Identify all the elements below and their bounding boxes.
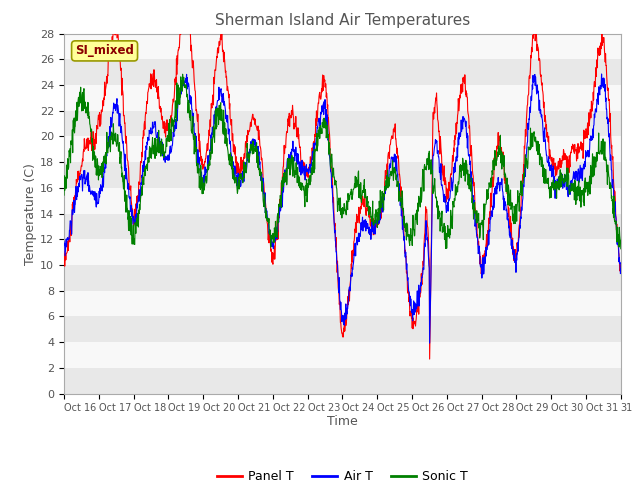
Bar	[64, 291, 621, 316]
Bar	[64, 188, 621, 214]
Bar	[64, 368, 621, 394]
Bar	[64, 34, 621, 60]
Title: Sherman Island Air Temperatures: Sherman Island Air Temperatures	[215, 13, 470, 28]
Bar	[64, 60, 621, 85]
Bar	[64, 342, 621, 368]
Legend: Panel T, Air T, Sonic T: Panel T, Air T, Sonic T	[212, 465, 473, 480]
Bar	[64, 111, 621, 136]
Bar	[64, 85, 621, 111]
Bar	[64, 214, 621, 240]
Text: SI_mixed: SI_mixed	[75, 44, 134, 58]
X-axis label: Time: Time	[327, 415, 358, 428]
Bar	[64, 316, 621, 342]
Bar	[64, 136, 621, 162]
Bar	[64, 162, 621, 188]
Bar	[64, 265, 621, 291]
Bar	[64, 240, 621, 265]
Y-axis label: Temperature (C): Temperature (C)	[24, 163, 37, 264]
